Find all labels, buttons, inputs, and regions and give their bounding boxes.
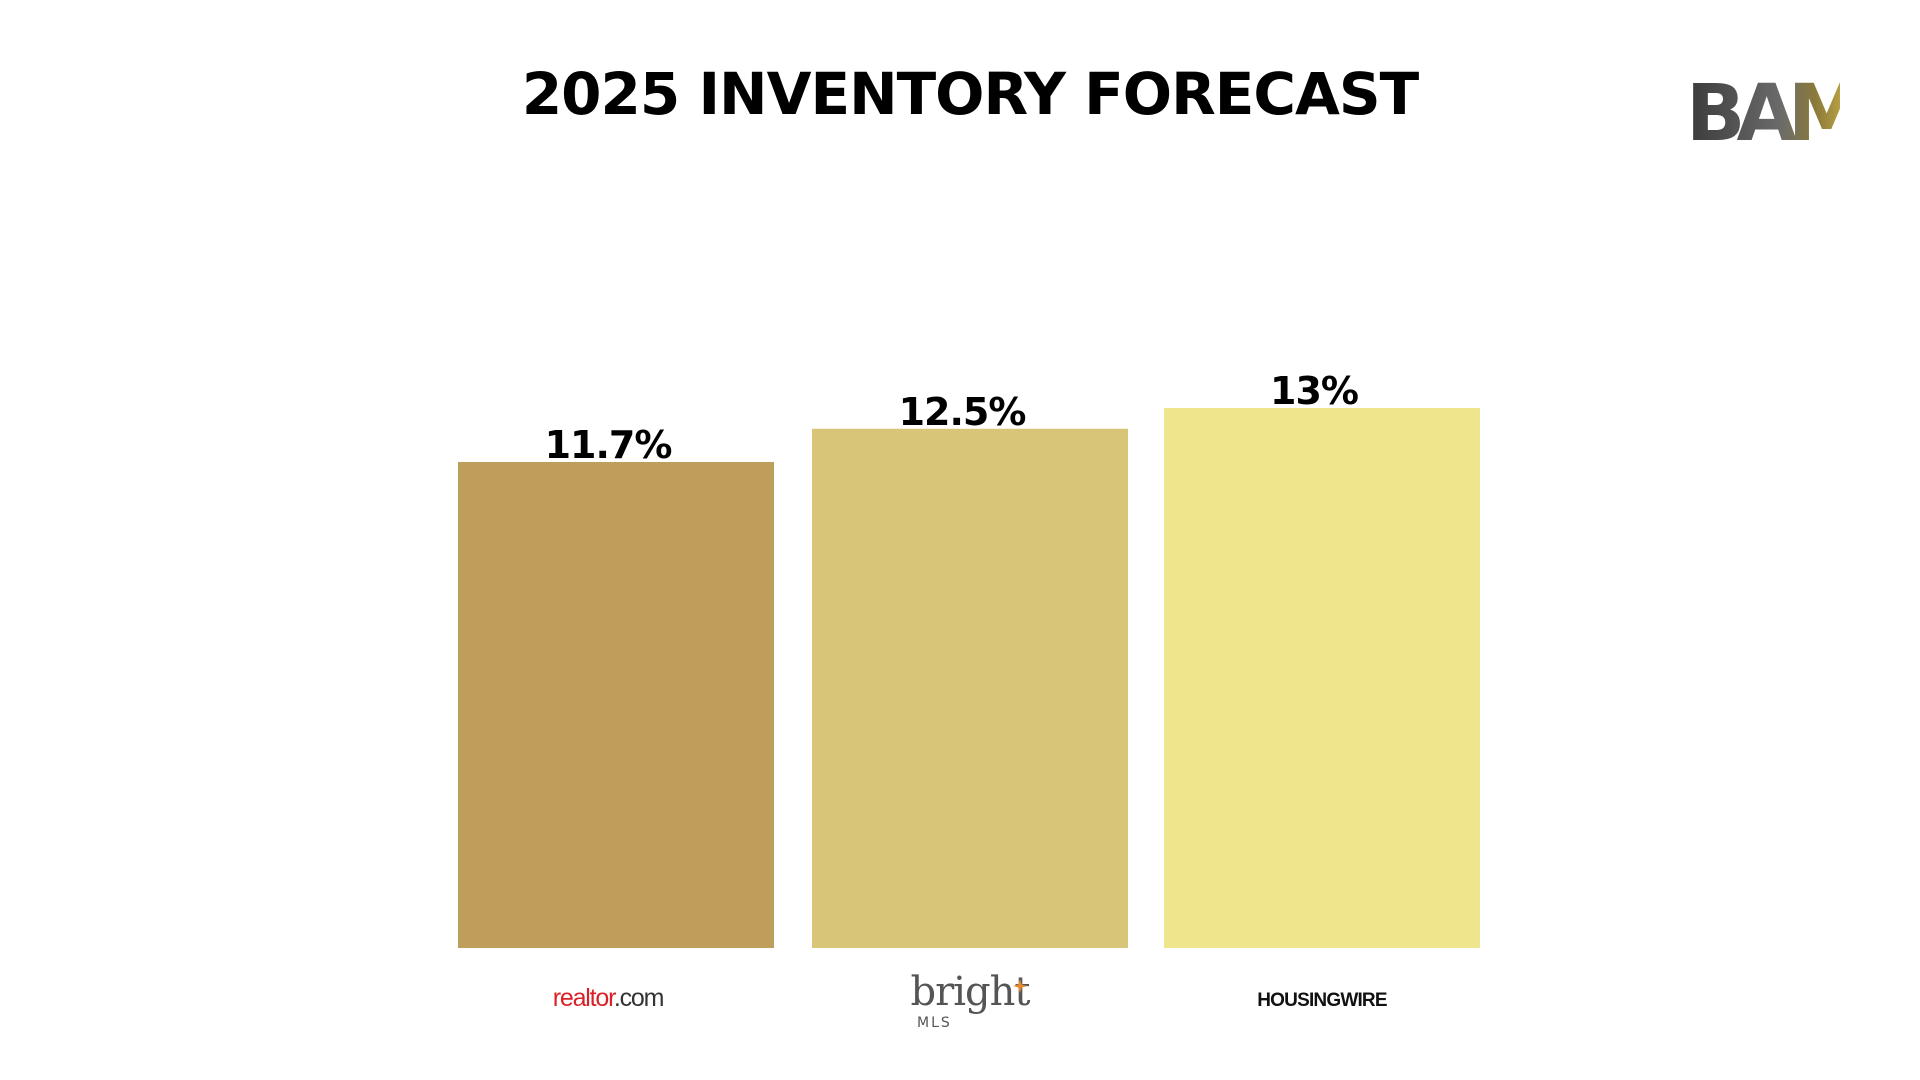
bar-housingwire bbox=[1164, 408, 1480, 948]
data-label-bright: 12.5% bbox=[899, 390, 1026, 434]
data-label-housingwire: 13% bbox=[1270, 369, 1358, 413]
value-labels-layer: 11.7% 12.5% 13% bbox=[545, 369, 1359, 467]
category-label-realtor: realtor.com bbox=[553, 984, 664, 1012]
category-label-bright: bright MLS bbox=[911, 969, 1032, 1031]
brand-logo-text: BAM bbox=[1688, 74, 1840, 144]
category-labels-layer: realtor.com bright MLS HOUSINGWIRE bbox=[553, 969, 1388, 1031]
category-label-housingwire: HOUSINGWIRE bbox=[1257, 990, 1387, 1011]
data-label-realtor: 11.7% bbox=[545, 423, 672, 467]
svg-text:bright: bright bbox=[911, 969, 1031, 1015]
bars-layer bbox=[458, 408, 1480, 948]
svg-text:MLS: MLS bbox=[917, 1015, 952, 1031]
bright-star-icon bbox=[1013, 979, 1027, 993]
bar-realtor bbox=[458, 462, 774, 948]
chart-title: 2025 INVENTORY FORECAST bbox=[521, 60, 1419, 128]
brand-logo: BAM bbox=[1688, 74, 1840, 144]
bar-bright bbox=[812, 428, 1128, 948]
